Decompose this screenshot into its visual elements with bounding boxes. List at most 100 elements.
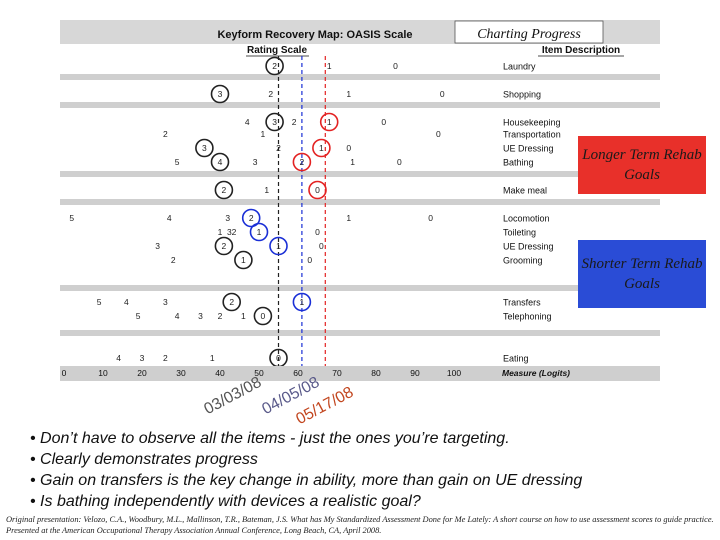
measure-logits-label: Measure (Logits): [502, 368, 570, 378]
rating-scale-header: Rating Scale: [247, 45, 307, 56]
rating-circle-black: [265, 112, 284, 132]
rating-value: 2: [268, 89, 273, 99]
rating-value: 3: [225, 213, 230, 223]
bullet-item: Gain on transfers is the key change in a…: [30, 470, 700, 491]
axis-tick-label: 50: [254, 368, 264, 378]
row-stripe: [60, 330, 660, 336]
axis-tick-label: 100: [447, 368, 461, 378]
rating-circle-black: [253, 306, 273, 326]
rating-value: 1: [350, 157, 355, 167]
item-descriptions: Laundry Shopping Housekeeping Transportatio…: [503, 62, 561, 364]
longer-term-goals-callout: Longer Term Rehab Goals: [578, 136, 706, 194]
map-title: Keyform Recovery Map: OASIS Scale: [217, 29, 412, 41]
rating-value: 2: [171, 255, 176, 265]
rating-value: 1: [327, 61, 332, 71]
axis-tick-label: 10: [98, 368, 108, 378]
rating-value: 1: [218, 227, 223, 237]
rating-value: 3: [202, 143, 207, 153]
rating-value: 1: [241, 311, 246, 321]
row-stripe: [60, 102, 660, 108]
rating-value: 2: [163, 129, 168, 139]
rating-value: 5: [97, 297, 102, 307]
rating-value: 32: [227, 227, 237, 237]
row-stripe: [60, 171, 660, 177]
rating-circle-black: [222, 292, 241, 312]
rating-value: 2: [163, 353, 168, 363]
item-description-header: Item Description: [542, 45, 620, 56]
rating-value: 0: [346, 143, 351, 153]
rating-value: 1: [264, 185, 269, 195]
rating-value: 2: [276, 143, 281, 153]
rating-circle-blue: [292, 292, 312, 312]
shorter-term-goals-callout: Shorter Term Rehab Goals: [578, 240, 706, 308]
rating-circle-blue: [269, 236, 288, 256]
bullet-item: Don’t have to observe all the items - ju…: [30, 428, 700, 449]
rating-value: 2: [292, 117, 297, 127]
rating-value: 1: [346, 213, 351, 223]
rating-circle-black: [195, 138, 214, 158]
rating-circle-blue: [241, 208, 261, 228]
rating-value: 4: [167, 213, 172, 223]
rating-value: 2: [218, 311, 223, 321]
rating-value: 3: [218, 89, 223, 99]
charting-progress-box: [454, 20, 604, 44]
rating-value: 1: [300, 297, 305, 307]
item-name: Eating: [503, 354, 529, 364]
item-name: Transportation: [503, 130, 561, 140]
measure-lines: [277, 56, 326, 366]
row-stripes: [60, 74, 660, 336]
rating-value: 4: [116, 353, 121, 363]
rating-value: 5: [69, 213, 74, 223]
rating-value: 1: [319, 143, 324, 153]
rating-value: 2: [222, 185, 227, 195]
citation: Original presentation: Velozo, C.A., Woo…: [6, 515, 714, 535]
rating-circle-red: [312, 138, 331, 158]
item-name: Bathing: [503, 158, 534, 168]
rating-value: 3: [272, 117, 277, 127]
axis-tick-label: 70: [332, 368, 342, 378]
rating-value: 3: [155, 241, 160, 251]
rating-value: 0: [381, 117, 386, 127]
rating-circle-black: [265, 56, 284, 76]
item-name: Telephoning: [503, 312, 552, 322]
axis-tick-label: 60: [293, 368, 303, 378]
rating-value: 0: [261, 311, 266, 321]
rating-circle-red: [308, 180, 327, 200]
item-name: UE Dressing: [503, 242, 554, 252]
rating-circle-black: [214, 180, 234, 200]
rating-value: 5: [136, 311, 141, 321]
item-name: Laundry: [503, 62, 536, 72]
rating-value: 1: [257, 227, 262, 237]
item-name: Make meal: [503, 186, 547, 196]
rating-circle-blue: [249, 222, 269, 242]
rating-value: 0: [276, 353, 281, 363]
rating-value: 3: [253, 157, 258, 167]
rating-value: 2: [229, 297, 234, 307]
bullet-item: Clearly demonstrates progress: [30, 449, 700, 470]
rating-value: 4: [245, 117, 250, 127]
rating-value: 1: [210, 353, 215, 363]
item-name: Shopping: [503, 90, 541, 100]
rating-value: 5: [175, 157, 180, 167]
item-name: Locomotion: [503, 214, 550, 224]
axis-tick-label: 30: [176, 368, 186, 378]
rating-value: 1: [327, 117, 332, 127]
rating-value: 3: [198, 311, 203, 321]
axis-tick-label: 0: [62, 368, 67, 378]
axis-tick-label: 90: [410, 368, 420, 378]
rating-value: 2: [272, 61, 277, 71]
rating-value: 4: [175, 311, 180, 321]
rating-value: 1: [346, 89, 351, 99]
rating-circle-black: [210, 84, 230, 104]
row-stripe: [60, 199, 660, 205]
rating-circle-red: [292, 152, 312, 172]
rating-value: 2: [300, 157, 305, 167]
bullet-item: Is bathing independently with devices a …: [30, 491, 700, 512]
axis-bar: [60, 366, 660, 381]
rating-value: 2: [249, 213, 254, 223]
rating-value: 0: [319, 241, 324, 251]
item-name: Toileting: [503, 228, 536, 238]
item-name: Housekeeping: [503, 118, 561, 128]
